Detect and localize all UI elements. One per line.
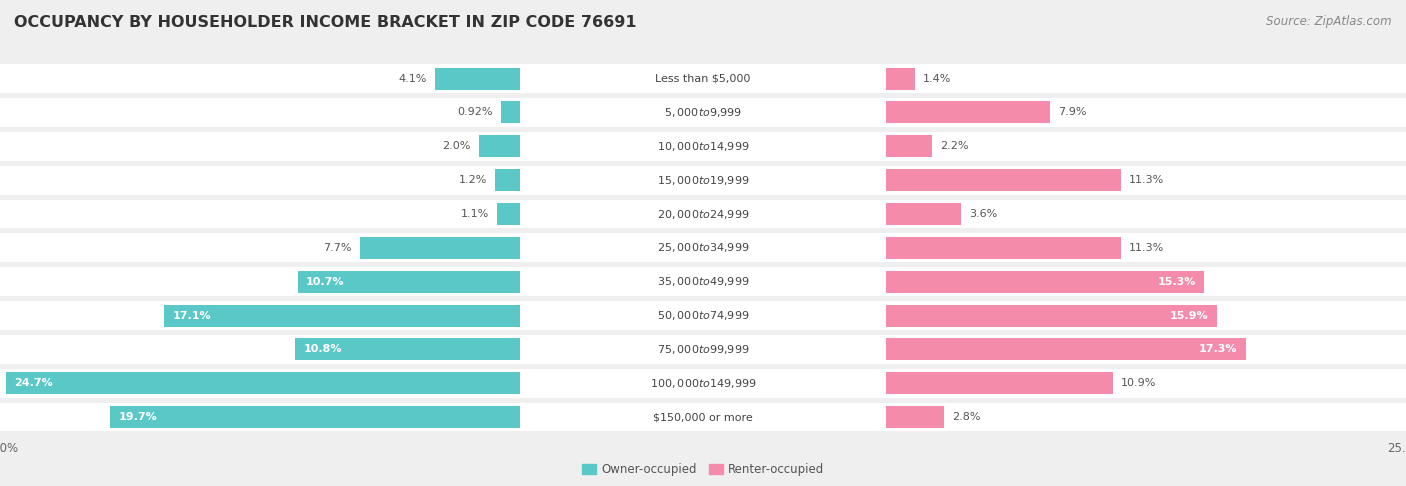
Text: 19.7%: 19.7% bbox=[118, 412, 157, 422]
Text: $35,000 to $49,999: $35,000 to $49,999 bbox=[657, 275, 749, 288]
Bar bbox=[886, 233, 1406, 262]
Text: 17.3%: 17.3% bbox=[1199, 345, 1237, 354]
Bar bbox=[886, 372, 1112, 394]
Text: $100,000 to $149,999: $100,000 to $149,999 bbox=[650, 377, 756, 390]
Bar bbox=[520, 64, 886, 93]
Bar bbox=[165, 305, 520, 327]
Bar bbox=[501, 102, 520, 123]
Text: $75,000 to $99,999: $75,000 to $99,999 bbox=[657, 343, 749, 356]
Text: 7.9%: 7.9% bbox=[1059, 107, 1087, 118]
Text: $5,000 to $9,999: $5,000 to $9,999 bbox=[664, 106, 742, 119]
Bar bbox=[886, 335, 1406, 364]
Bar bbox=[886, 403, 1406, 432]
Bar bbox=[295, 338, 520, 361]
Text: 1.4%: 1.4% bbox=[924, 73, 952, 84]
Text: 2.2%: 2.2% bbox=[939, 141, 969, 151]
Bar bbox=[520, 132, 886, 161]
Text: $150,000 or more: $150,000 or more bbox=[654, 412, 752, 422]
Bar bbox=[520, 335, 886, 364]
Legend: Owner-occupied, Renter-occupied: Owner-occupied, Renter-occupied bbox=[578, 458, 828, 481]
Text: 24.7%: 24.7% bbox=[14, 378, 53, 388]
Text: 2.0%: 2.0% bbox=[441, 141, 470, 151]
Bar bbox=[886, 267, 1406, 296]
Bar bbox=[478, 135, 520, 157]
Bar bbox=[886, 68, 915, 89]
Bar bbox=[520, 200, 886, 228]
Bar bbox=[495, 169, 520, 191]
Bar bbox=[886, 301, 1406, 330]
Bar bbox=[886, 203, 960, 225]
Bar bbox=[520, 267, 886, 296]
Bar bbox=[6, 372, 520, 394]
Text: 3.6%: 3.6% bbox=[969, 209, 997, 219]
Bar bbox=[886, 338, 1246, 361]
Bar bbox=[0, 267, 520, 296]
Bar bbox=[0, 132, 520, 161]
Bar bbox=[520, 403, 886, 432]
Bar bbox=[0, 369, 520, 398]
Text: Source: ZipAtlas.com: Source: ZipAtlas.com bbox=[1267, 15, 1392, 28]
Bar bbox=[110, 406, 520, 428]
Bar bbox=[886, 132, 1406, 161]
Bar bbox=[0, 98, 520, 127]
Text: 15.9%: 15.9% bbox=[1170, 311, 1208, 321]
Bar bbox=[0, 301, 520, 330]
Text: $20,000 to $24,999: $20,000 to $24,999 bbox=[657, 208, 749, 221]
Text: $15,000 to $19,999: $15,000 to $19,999 bbox=[657, 174, 749, 187]
Text: 7.7%: 7.7% bbox=[323, 243, 352, 253]
Bar bbox=[886, 369, 1406, 398]
Bar bbox=[886, 169, 1121, 191]
Bar bbox=[520, 301, 886, 330]
Text: 17.1%: 17.1% bbox=[173, 311, 211, 321]
Text: 11.3%: 11.3% bbox=[1129, 175, 1164, 185]
Bar bbox=[498, 203, 520, 225]
Bar bbox=[886, 166, 1406, 194]
Text: 2.8%: 2.8% bbox=[952, 412, 981, 422]
Text: $50,000 to $74,999: $50,000 to $74,999 bbox=[657, 309, 749, 322]
Bar bbox=[0, 335, 520, 364]
Text: 0.92%: 0.92% bbox=[457, 107, 492, 118]
Text: 10.9%: 10.9% bbox=[1121, 378, 1156, 388]
Text: 10.8%: 10.8% bbox=[304, 345, 342, 354]
Bar bbox=[520, 166, 886, 194]
Bar bbox=[886, 237, 1121, 259]
Text: 15.3%: 15.3% bbox=[1157, 277, 1197, 287]
Bar bbox=[0, 200, 520, 228]
Bar bbox=[886, 135, 932, 157]
Bar bbox=[434, 68, 520, 89]
Bar bbox=[520, 233, 886, 262]
Bar bbox=[886, 64, 1406, 93]
Bar bbox=[886, 200, 1406, 228]
Bar bbox=[886, 406, 943, 428]
Text: 1.2%: 1.2% bbox=[458, 175, 486, 185]
Text: 10.7%: 10.7% bbox=[307, 277, 344, 287]
Text: $10,000 to $14,999: $10,000 to $14,999 bbox=[657, 140, 749, 153]
Text: 1.1%: 1.1% bbox=[461, 209, 489, 219]
Bar bbox=[886, 305, 1216, 327]
Text: 4.1%: 4.1% bbox=[398, 73, 426, 84]
Bar bbox=[298, 271, 520, 293]
Text: Less than $5,000: Less than $5,000 bbox=[655, 73, 751, 84]
Bar bbox=[520, 369, 886, 398]
Text: OCCUPANCY BY HOUSEHOLDER INCOME BRACKET IN ZIP CODE 76691: OCCUPANCY BY HOUSEHOLDER INCOME BRACKET … bbox=[14, 15, 637, 30]
Text: 11.3%: 11.3% bbox=[1129, 243, 1164, 253]
Text: $25,000 to $34,999: $25,000 to $34,999 bbox=[657, 242, 749, 254]
Bar bbox=[886, 271, 1204, 293]
Bar bbox=[886, 98, 1406, 127]
Bar bbox=[520, 98, 886, 127]
Bar bbox=[0, 166, 520, 194]
Bar bbox=[360, 237, 520, 259]
Bar bbox=[0, 403, 520, 432]
Bar bbox=[0, 233, 520, 262]
Bar bbox=[886, 102, 1050, 123]
Bar bbox=[0, 64, 520, 93]
